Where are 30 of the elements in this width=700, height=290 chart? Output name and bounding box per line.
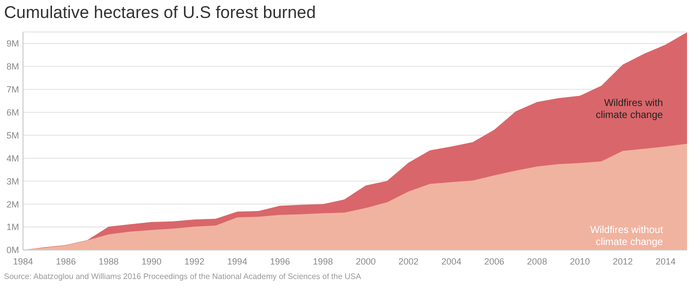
y-tick-label: 3M [6,176,19,186]
chart-title: Cumulative hectares of U.S forest burned [4,3,316,23]
x-tick-label: 1998 [312,256,333,266]
x-tick-label: 2004 [441,256,462,266]
x-tick-label: 2008 [527,256,548,266]
series-label: Wildfires with climate change [596,98,663,122]
x-tick-label: 1984 [12,256,34,266]
x-tick-label: 1996 [270,256,290,266]
x-tick-label: 2012 [612,256,633,266]
source-note: Source: Abatzoglou and Williams 2016 Proceedings of the National Academy of Sciences of the USA [4,272,362,281]
x-tick-label: 2014 [656,256,676,266]
x-tick-label: 2002 [398,256,419,266]
x-tick-label: 2010 [570,256,590,266]
x-tick-label: 2006 [484,256,504,266]
y-tick-label: 1M [6,222,19,232]
y-tick-label: 2M [6,199,19,210]
y-tick-label: 9M [6,38,19,49]
series-label: Wildfires without climate change [590,225,663,250]
x-tick-label: 1986 [56,256,76,266]
x-tick-label: 1992 [184,256,204,266]
y-tick-label: 5M [6,130,19,140]
y-tick-label: 8M [6,62,19,72]
y-tick-label: 7M [6,84,19,95]
y-tick-label: 0M [6,245,19,256]
x-tick-label: 1990 [142,256,162,266]
y-tick-label: 4M [6,153,19,164]
x-tick-label: 2000 [356,256,376,266]
x-tick-label: 1994 [227,256,248,266]
y-tick-label: 6M [6,108,19,118]
x-tick-label: 1988 [98,256,119,266]
